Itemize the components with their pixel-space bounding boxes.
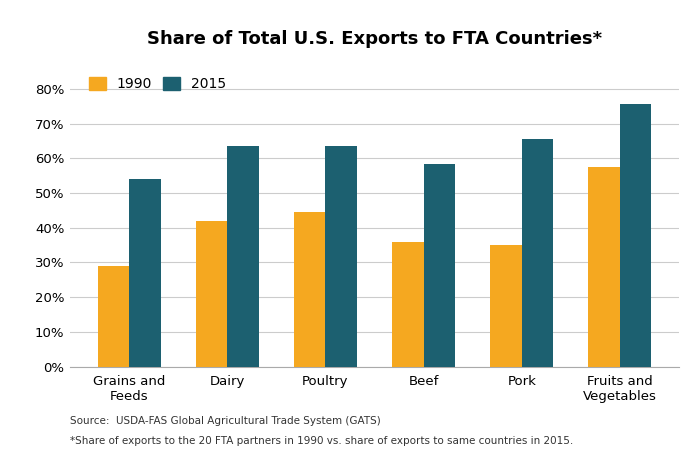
Legend: 1990, 2015: 1990, 2015 (89, 77, 226, 91)
Bar (129, 179, 160, 367)
Bar (98, 266, 129, 367)
Bar (294, 212, 326, 367)
Bar (424, 164, 455, 367)
Bar (196, 221, 228, 367)
Bar (392, 242, 424, 367)
Text: *Share of exports to the 20 FTA partners in 1990 vs. share of exports to same co: *Share of exports to the 20 FTA partners… (70, 436, 573, 446)
Bar (228, 146, 259, 367)
Bar (620, 104, 651, 367)
Title: Share of Total U.S. Exports to FTA Countries*: Share of Total U.S. Exports to FTA Count… (147, 31, 602, 48)
Bar (522, 139, 553, 367)
Bar (326, 146, 357, 367)
Bar (589, 167, 620, 367)
Bar (490, 245, 522, 367)
Text: Source:  USDA-FAS Global Agricultural Trade System (GATS): Source: USDA-FAS Global Agricultural Tra… (70, 416, 381, 426)
